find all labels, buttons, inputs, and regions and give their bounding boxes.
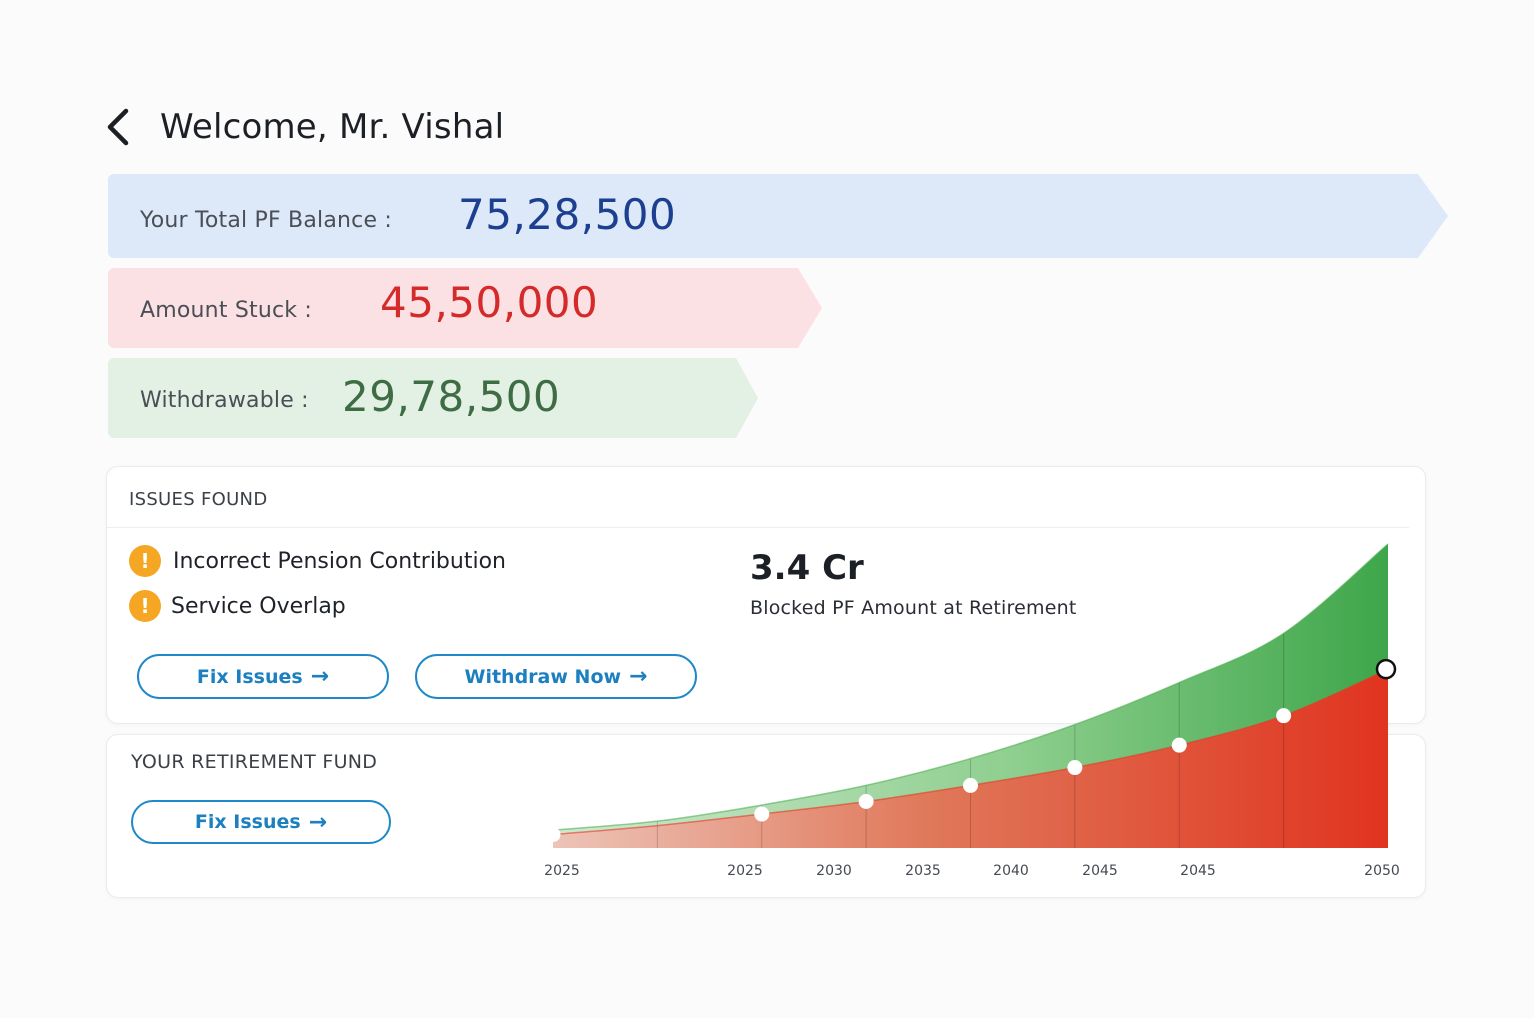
data-point xyxy=(1171,737,1187,753)
area-series-1 xyxy=(553,669,1388,848)
data-point xyxy=(963,777,978,793)
data-point xyxy=(1067,760,1083,776)
data-point xyxy=(545,827,561,843)
withdraw-now-button[interactable]: Withdraw Now → xyxy=(415,654,697,699)
withdrawable-banner: Withdrawable : 29,78,500 xyxy=(108,358,758,438)
data-point xyxy=(1375,658,1397,680)
blocked-amount-value: 3.4 Cr xyxy=(750,548,864,588)
x-tick-label: 2040 xyxy=(993,863,1029,879)
amount-stuck-label: Amount Stuck : xyxy=(140,298,313,323)
amount-stuck-banner: Amount Stuck : 45,50,000 xyxy=(108,268,822,348)
withdrawable-value: 29,78,500 xyxy=(342,372,561,421)
retirement-fix-issues-button[interactable]: Fix Issues → xyxy=(131,800,391,844)
total-balance-label: Your Total PF Balance : xyxy=(140,208,392,233)
data-point xyxy=(1276,708,1292,724)
page-title: Welcome, Mr. Vishal xyxy=(160,107,505,147)
issue-label: Service Overlap xyxy=(171,593,346,619)
data-point xyxy=(754,806,770,822)
data-point xyxy=(858,793,874,809)
retirement-fix-issues-label: Fix Issues xyxy=(194,811,301,833)
issue-item: ! Service Overlap xyxy=(129,590,346,622)
issues-card: ISSUES FOUND ! Incorrect Pension Contrib… xyxy=(106,466,1426,724)
back-button[interactable] xyxy=(104,100,144,154)
arrow-right-icon: → xyxy=(308,809,328,835)
issue-label: Incorrect Pension Contribution xyxy=(173,548,506,574)
x-tick-label: 2025 xyxy=(727,863,763,879)
header: Welcome, Mr. Vishal xyxy=(104,100,504,154)
retirement-projection-chart: 2025 2025 2030 2035 2040 2045 2045 2050 xyxy=(544,543,1400,879)
x-tick-label: 2025 xyxy=(544,863,580,879)
withdraw-now-label: Withdraw Now xyxy=(464,665,622,688)
x-tick-label: 2045 xyxy=(1180,863,1216,879)
withdrawable-label: Withdrawable : xyxy=(140,388,309,413)
retirement-title: YOUR RETIREMENT FUND xyxy=(131,751,378,773)
warning-icon: ! xyxy=(129,590,161,622)
issue-item: ! Incorrect Pension Contribution xyxy=(129,545,506,577)
line-series-0 xyxy=(552,543,1389,831)
x-tick-label: 2045 xyxy=(1082,863,1118,879)
fix-issues-label: Fix Issues xyxy=(196,665,303,688)
x-tick-label: 2035 xyxy=(905,863,941,879)
fix-issues-button[interactable]: Fix Issues → xyxy=(137,654,389,699)
chevron-left-icon xyxy=(107,108,129,146)
blocked-amount-caption: Blocked PF Amount at Retirement xyxy=(750,597,1077,619)
issues-title: ISSUES FOUND xyxy=(129,489,268,510)
issues-divider xyxy=(107,527,1409,528)
warning-icon: ! xyxy=(129,545,161,577)
amount-stuck-value: 45,50,000 xyxy=(380,278,599,327)
total-balance-banner: Your Total PF Balance : 75,28,500 xyxy=(108,174,1448,258)
arrow-right-icon: → xyxy=(629,664,648,689)
x-tick-label: 2050 xyxy=(1364,863,1400,879)
x-tick-label: 2030 xyxy=(816,863,852,879)
total-balance-value: 75,28,500 xyxy=(458,190,677,239)
arrow-right-icon: → xyxy=(310,664,330,689)
